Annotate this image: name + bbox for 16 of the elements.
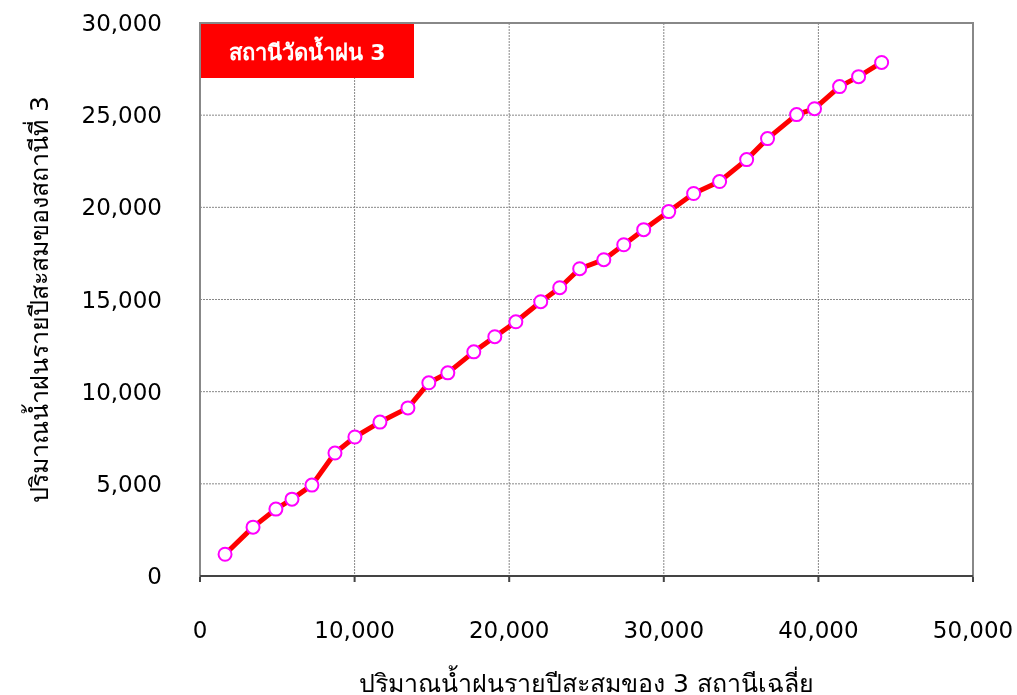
x-tick-label: 30,000 [623, 617, 705, 643]
y-tick-label: 10,000 [81, 378, 162, 405]
x-tick-label: 20,000 [468, 617, 550, 643]
y-tick-label: 20,000 [81, 194, 162, 221]
y-tick-label: 0 [147, 563, 162, 589]
y-axis-title: ปริมาณน้ำฝนรายปีสะสมของสถานีที่ 3 [21, 96, 54, 503]
x-tick-label: 50,000 [932, 617, 1014, 643]
x-tick-label: 40,000 [778, 617, 859, 643]
y-tick-label: 30,000 [81, 10, 162, 36]
x-tick-label: 0 [192, 617, 208, 643]
annotation: สถานีวัดน้ำฝน 3 [228, 36, 386, 65]
y-tick-label: 15,000 [81, 286, 162, 313]
y-tick-label: 5,000 [96, 470, 162, 497]
y-tick-label: 25,000 [81, 102, 162, 129]
x-axis-title: ปริมาณน้ำฝนรายปีสะสมของ 3 สถานีเฉลี่ย [359, 665, 814, 695]
x-tick-label: 10,000 [314, 617, 395, 643]
